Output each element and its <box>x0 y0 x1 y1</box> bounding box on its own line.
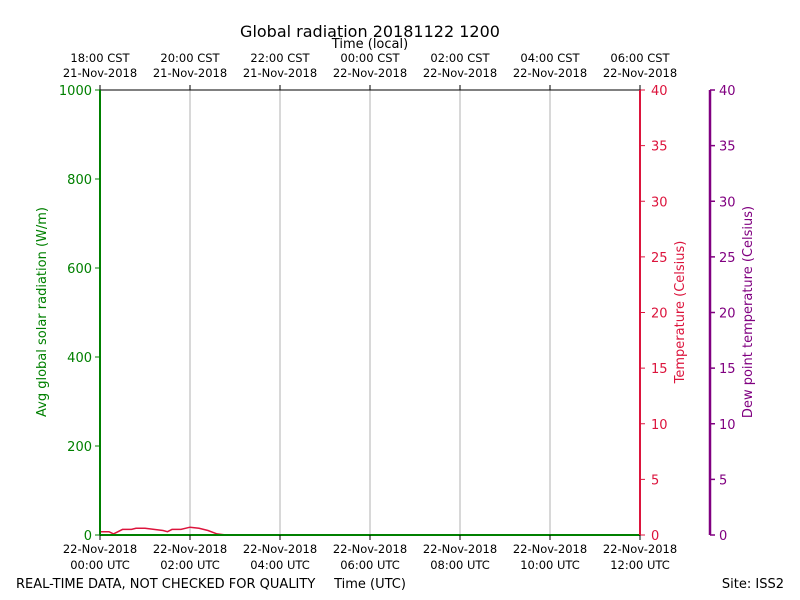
x-tick-time: 10:00 UTC <box>520 558 580 572</box>
x-tick-date: 22-Nov-2018 <box>603 542 677 556</box>
x-tick-time: 04:00 UTC <box>250 558 310 572</box>
temperature-tick-label: 40 <box>651 84 668 99</box>
temperature-tick-label: 35 <box>651 140 668 155</box>
x-top-tick-date: 22-Nov-2018 <box>513 66 587 80</box>
temperature-tick-label: 20 <box>651 307 668 322</box>
x-top-tick-date: 21-Nov-2018 <box>153 66 227 80</box>
temperature-tick-label: 25 <box>651 251 668 266</box>
x-top-tick-time: 04:00 CST <box>520 51 580 65</box>
top-axis-label: Time (local) <box>331 37 408 52</box>
x-top-tick-date: 22-Nov-2018 <box>603 66 677 80</box>
dewpoint-tick-label: 40 <box>719 84 736 99</box>
x-top-tick-date: 21-Nov-2018 <box>63 66 137 80</box>
x-tick-date: 22-Nov-2018 <box>153 542 227 556</box>
x-tick-time: 12:00 UTC <box>610 558 670 572</box>
x-tick-time: 08:00 UTC <box>430 558 490 572</box>
x-top-tick-time: 06:00 CST <box>610 51 670 65</box>
dewpoint-axis: 0 5 10 15 20 25 30 35 40 <box>708 84 736 544</box>
radiation-axis: 0 200 400 600 800 1000 <box>59 84 101 544</box>
dewpoint-tick-label: 5 <box>719 473 727 488</box>
x-top-tick-time: 02:00 CST <box>430 51 490 65</box>
dewpoint-tick-label: 0 <box>719 529 727 544</box>
x-top-tick-date: 22-Nov-2018 <box>333 66 407 80</box>
x-tick-date: 22-Nov-2018 <box>513 542 587 556</box>
dewpoint-tick-label: 20 <box>719 307 736 322</box>
temperature-tick-label: 0 <box>651 529 659 544</box>
radiation-axis-label: Avg global solar radiation (W/m) <box>35 207 50 417</box>
chart-title: Global radiation 20181122 1200 <box>240 22 500 41</box>
dewpoint-tick-label: 35 <box>719 140 736 155</box>
temperature-axis-label: Temperature (Celsius) <box>673 241 688 385</box>
radiation-tick-label: 1000 <box>59 84 92 99</box>
dewpoint-axis-label: Dew point temperature (Celsius) <box>741 206 756 418</box>
radiation-tick-label: 200 <box>67 440 92 455</box>
radiation-tick-label: 600 <box>67 262 92 277</box>
utc-time-axis: 22-Nov-2018 00:00 UTC 22-Nov-2018 02:00 UTC… <box>63 535 677 572</box>
radiation-tick-label: 400 <box>67 351 92 366</box>
dewpoint-tick-label: 25 <box>719 251 736 266</box>
temperature-tick-label: 5 <box>651 473 659 488</box>
x-top-tick-date: 21-Nov-2018 <box>243 66 317 80</box>
temperature-tick-label: 30 <box>651 195 668 210</box>
temperature-series-line <box>100 526 227 536</box>
bottom-axis-label: Time (UTC) <box>333 577 406 592</box>
radiation-tick-label: 0 <box>84 529 92 544</box>
x-tick-date: 22-Nov-2018 <box>243 542 317 556</box>
x-tick-time: 02:00 UTC <box>160 558 220 572</box>
dewpoint-tick-label: 15 <box>719 362 736 377</box>
x-tick-time: 00:00 UTC <box>70 558 130 572</box>
radiation-tick-label: 800 <box>67 173 92 188</box>
dewpoint-tick-label: 30 <box>719 195 736 210</box>
grid-lines <box>189 90 551 535</box>
x-top-tick-date: 22-Nov-2018 <box>423 66 497 80</box>
temperature-tick-label: 10 <box>651 418 668 433</box>
dewpoint-tick-label: 10 <box>719 418 736 433</box>
temperature-tick-label: 15 <box>651 362 668 377</box>
x-top-tick-time: 18:00 CST <box>70 51 130 65</box>
x-top-tick-time: 20:00 CST <box>160 51 220 65</box>
x-tick-time: 06:00 UTC <box>340 558 400 572</box>
quality-disclaimer: REAL-TIME DATA, NOT CHECKED FOR QUALITY <box>16 577 315 592</box>
x-tick-date: 22-Nov-2018 <box>333 542 407 556</box>
x-top-tick-time: 00:00 CST <box>340 51 400 65</box>
x-top-tick-time: 22:00 CST <box>250 51 310 65</box>
x-tick-date: 22-Nov-2018 <box>63 542 137 556</box>
site-label: Site: ISS2 <box>722 577 784 592</box>
temperature-axis: 0 5 10 15 20 25 30 35 40 <box>639 84 668 544</box>
x-tick-date: 22-Nov-2018 <box>423 542 497 556</box>
